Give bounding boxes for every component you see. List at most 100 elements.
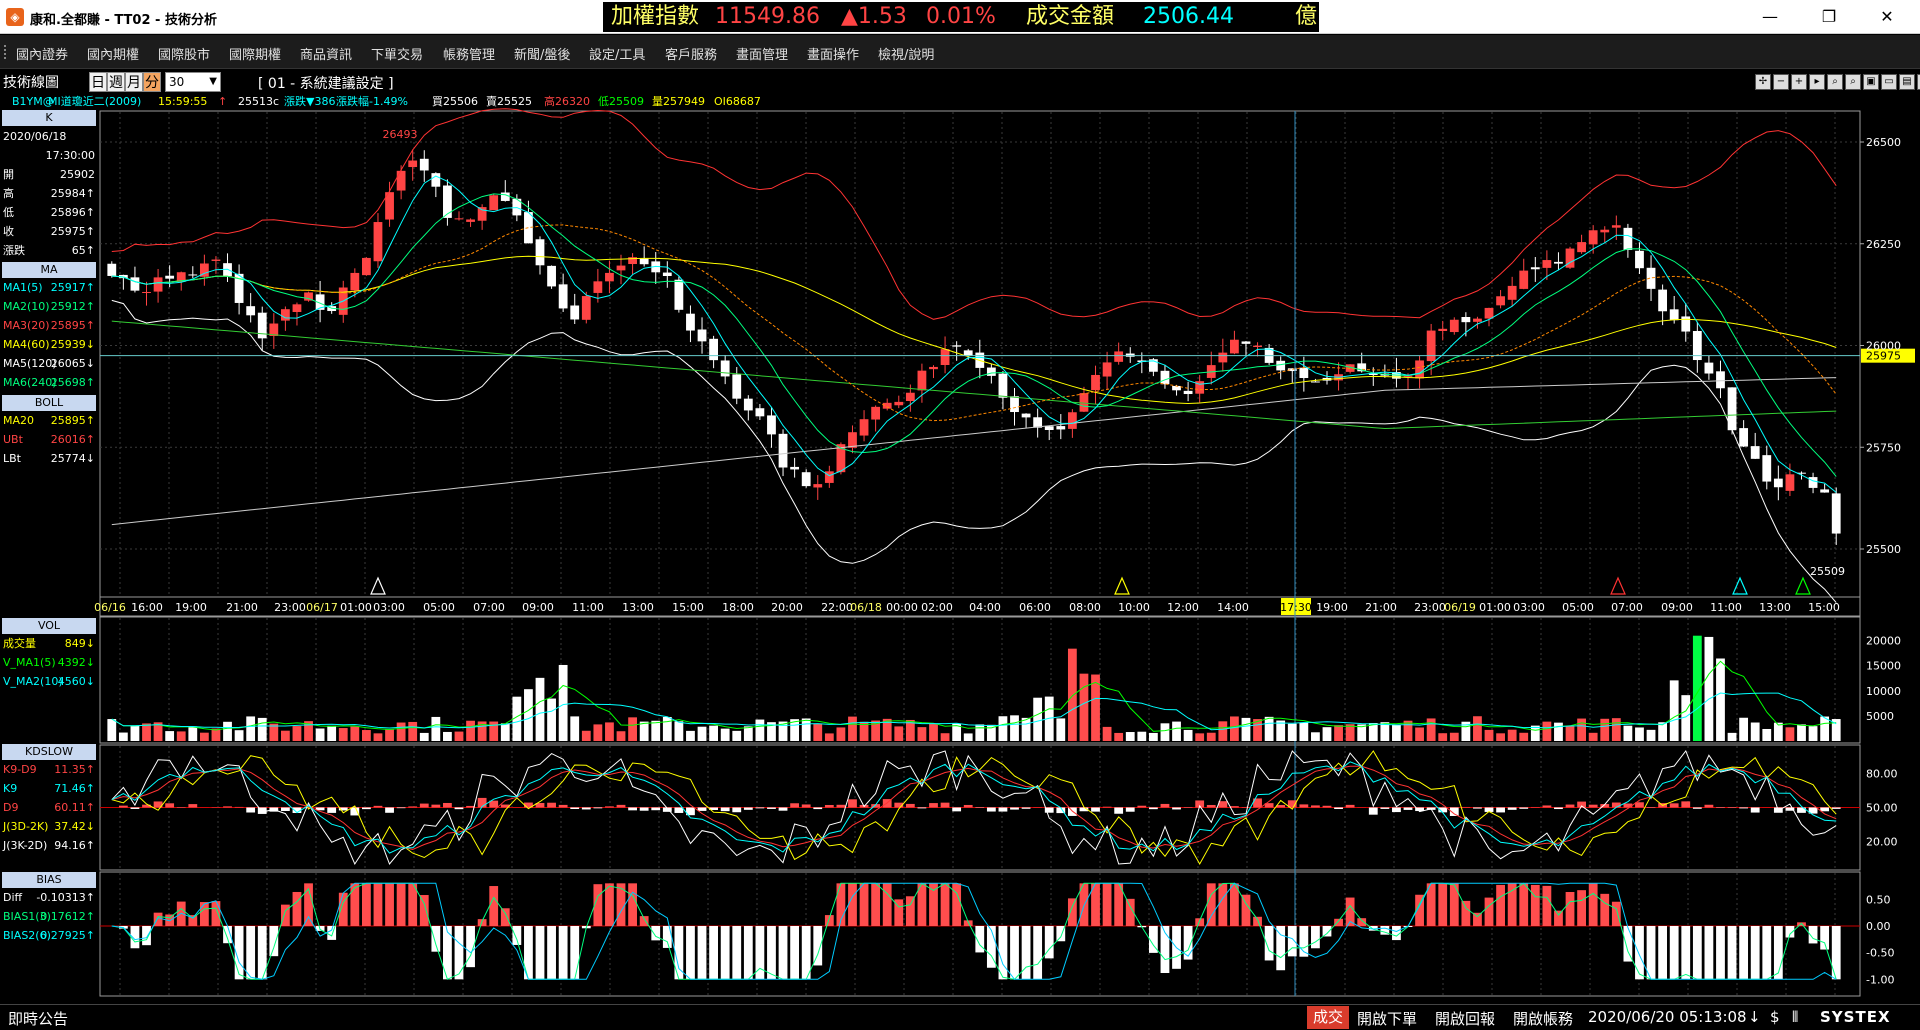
time-axis-label: 21:00 bbox=[226, 601, 258, 614]
bias-row: Diff -0.10313↑ bbox=[3, 889, 97, 907]
candle-body bbox=[940, 349, 950, 366]
volume-bar bbox=[547, 698, 556, 741]
indicator-info-panel: K 2020/06/18 17:30:00 開 25902 高 25984↑ 低 2589… bbox=[0, 110, 98, 998]
kd-diff-bar bbox=[1600, 804, 1610, 808]
volume-bar bbox=[246, 716, 256, 741]
candle-body bbox=[500, 192, 510, 201]
bias2-line bbox=[111, 882, 1837, 980]
chart-toolbar: 技術線圖 日 週 月 分 30 ▼ [ 01 - 系統建議設定 ] ✢ − + … bbox=[0, 70, 1920, 94]
menu-item-3[interactable]: 國際期權 bbox=[229, 48, 282, 63]
candle-body bbox=[605, 272, 614, 282]
menu-item-0[interactable]: 國內證券 bbox=[16, 48, 69, 63]
k-row-label: 開 bbox=[3, 168, 14, 181]
kd-diff-bar bbox=[593, 807, 603, 809]
time-axis-label: 22:00 bbox=[821, 601, 853, 614]
menu-item-4[interactable]: 商品資訊 bbox=[300, 48, 353, 63]
crosshair-icon[interactable]: ✢ bbox=[1755, 74, 1771, 90]
ma-row-value: 26065↓ bbox=[50, 357, 95, 370]
menu-item-5[interactable]: 下單交易 bbox=[371, 48, 424, 63]
menu-item-1[interactable]: 國內期權 bbox=[87, 48, 140, 63]
interval-select[interactable]: 30 ▼ bbox=[165, 72, 221, 92]
menu-item-10[interactable]: 畫面管理 bbox=[736, 48, 789, 63]
print-icon[interactable]: ▤ bbox=[1899, 74, 1915, 90]
magnify-icon[interactable]: ⌕ bbox=[1827, 74, 1843, 90]
k-row-label: 漲跌 bbox=[3, 244, 25, 257]
kd-row-value: 94.16↑ bbox=[54, 839, 95, 852]
trade-indicator[interactable]: 成交 bbox=[1307, 1006, 1349, 1029]
volume-bar bbox=[280, 730, 290, 741]
zoom-out-icon[interactable]: − bbox=[1773, 74, 1789, 90]
period-day-button[interactable]: 日 bbox=[89, 72, 107, 92]
candle-body bbox=[269, 323, 279, 336]
volume-bar bbox=[1148, 732, 1158, 741]
save-icon[interactable]: ▣ bbox=[1863, 74, 1879, 90]
candle-body bbox=[894, 401, 904, 406]
signal-triangle-green bbox=[1795, 576, 1811, 595]
kd-diff-bar bbox=[1473, 807, 1482, 809]
panel-frame-1 bbox=[99, 616, 1861, 744]
candle-body bbox=[1658, 289, 1668, 312]
candle-body bbox=[1565, 248, 1575, 268]
open-report-button[interactable]: 開啟回報 bbox=[1435, 1010, 1496, 1028]
time-axis-label: 02:00 bbox=[921, 601, 953, 614]
candle-body bbox=[165, 275, 175, 279]
candle-body bbox=[130, 277, 140, 291]
candle-body bbox=[616, 265, 626, 271]
vol-row-value: 849↓ bbox=[64, 637, 95, 650]
bias-diff-bar bbox=[1762, 926, 1772, 980]
search-icon[interactable]: ⌕ bbox=[1845, 74, 1861, 90]
maximize-button[interactable]: ❐ bbox=[1821, 7, 1837, 26]
candle-body bbox=[431, 173, 441, 187]
period-minute-button[interactable]: 分 bbox=[143, 72, 161, 92]
candle-body bbox=[1681, 316, 1691, 332]
panel-close-icon[interactable]: × bbox=[1917, 74, 1920, 90]
quote-high: 高26320 bbox=[544, 95, 590, 108]
volume-bar bbox=[1496, 733, 1505, 741]
candle-body bbox=[1797, 472, 1806, 474]
open-order-button[interactable]: 開啟下單 bbox=[1357, 1010, 1418, 1028]
volume-bar bbox=[1172, 721, 1181, 741]
period-week-button[interactable]: 週 bbox=[107, 72, 125, 92]
quote-volume: 量257949 bbox=[652, 95, 705, 108]
kd-diff-bar bbox=[1276, 805, 1286, 808]
volume-bar bbox=[639, 721, 649, 741]
time-axis-strip bbox=[99, 596, 1861, 617]
scroll-right-icon[interactable]: ▸ bbox=[1809, 74, 1825, 90]
menu-item-12[interactable]: 檢視/說明 bbox=[878, 48, 935, 63]
close-button[interactable]: ✕ bbox=[1880, 7, 1894, 26]
bias-diff-bar bbox=[1739, 926, 1749, 980]
technical-chart[interactable]: 25975 26493 25509 26500 26250 26000 25750 25500… bbox=[0, 0, 1920, 1004]
window-icon[interactable]: ▭ bbox=[1881, 74, 1897, 90]
candle-body bbox=[1403, 375, 1413, 377]
kd-diff-bar bbox=[929, 803, 938, 808]
dollar-icon[interactable]: $ bbox=[1770, 1008, 1780, 1026]
candle-body bbox=[929, 366, 938, 370]
menu-item-8[interactable]: 設定/工具 bbox=[589, 48, 646, 63]
menu-item-6[interactable]: 帳務管理 bbox=[443, 48, 496, 63]
bias-diff-bar bbox=[639, 916, 649, 926]
k-row-label: 低 bbox=[3, 206, 14, 219]
menu-item-2[interactable]: 國際股市 bbox=[158, 48, 211, 63]
candle-body bbox=[292, 304, 302, 312]
zoom-in-icon[interactable]: + bbox=[1791, 74, 1807, 90]
menu-item-11[interactable]: 畫面操作 bbox=[807, 48, 860, 63]
menu-item-9[interactable]: 客戶服務 bbox=[665, 48, 718, 63]
bias-diff-bar bbox=[292, 891, 302, 926]
period-month-button[interactable]: 月 bbox=[125, 72, 143, 92]
boll-row: UBt 26016↑ bbox=[3, 431, 97, 449]
open-account-button[interactable]: 開啟帳務 bbox=[1513, 1010, 1574, 1028]
bias-diff-bar bbox=[674, 926, 684, 980]
bias-diff-bar bbox=[998, 926, 1008, 980]
ma-row-value: 25912↑ bbox=[50, 300, 95, 313]
candle-body bbox=[1484, 307, 1494, 319]
kd-diff-bar bbox=[1299, 804, 1309, 808]
volume-bar bbox=[1114, 732, 1124, 741]
bias-diff-bar bbox=[558, 926, 568, 980]
k-date: 2020/06/18 bbox=[3, 130, 67, 143]
bias-diff-bar bbox=[1808, 926, 1818, 944]
minimize-button[interactable]: — bbox=[1762, 7, 1778, 26]
menu-item-7[interactable]: 新聞/盤後 bbox=[514, 48, 571, 63]
kd-diff-bar bbox=[1438, 807, 1448, 813]
bias-diff-bar bbox=[454, 926, 464, 980]
announcement-tab[interactable]: 即時公告 bbox=[8, 1010, 69, 1028]
